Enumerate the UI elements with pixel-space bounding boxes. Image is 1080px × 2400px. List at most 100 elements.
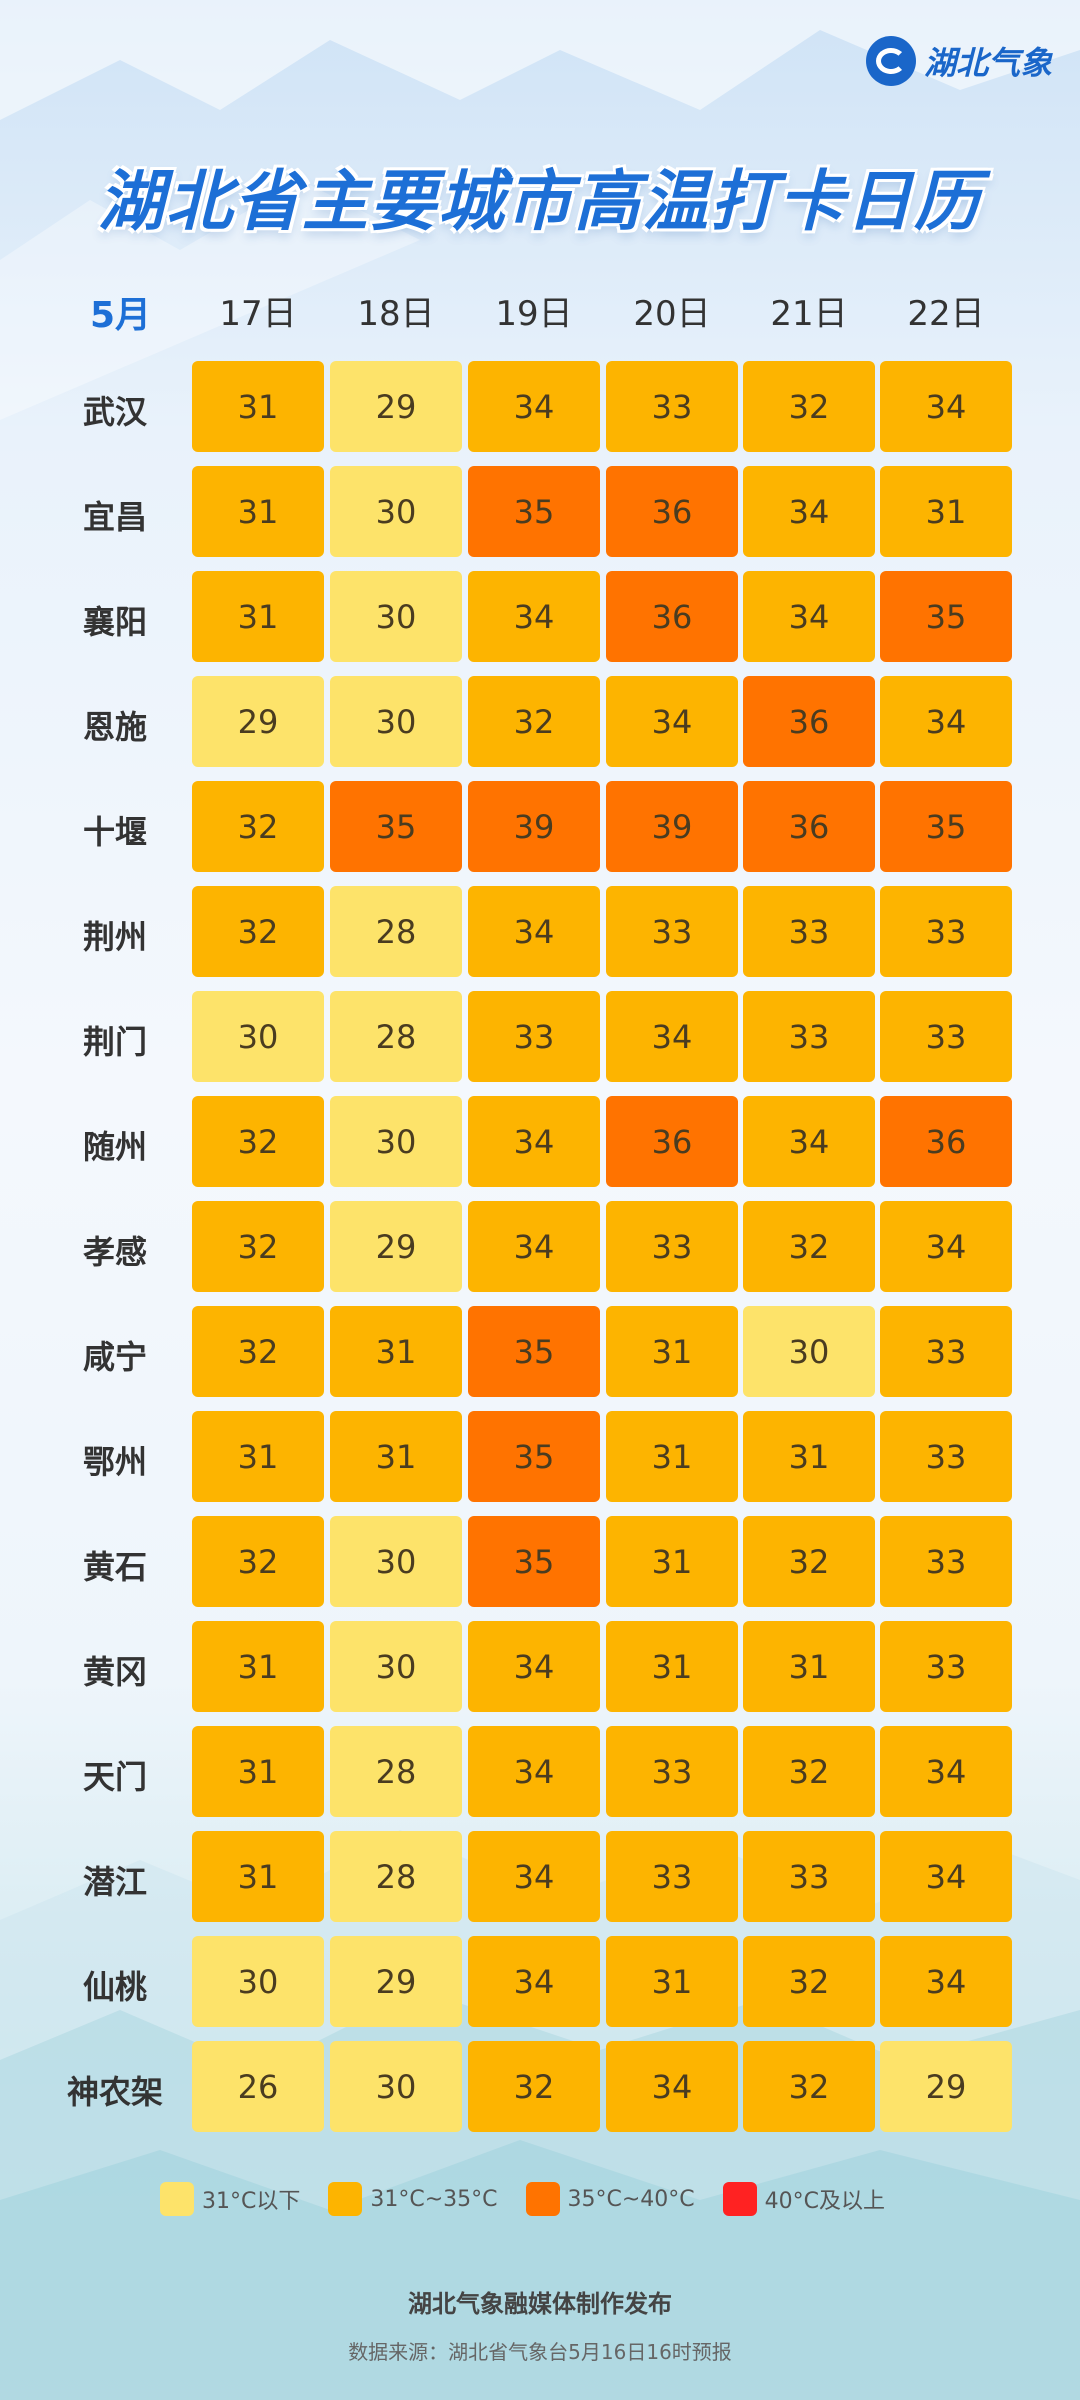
city-label: 荆州 [82,918,147,956]
heatmap-cell: 32 [192,886,324,977]
heatmap-cell: 32 [743,1516,875,1607]
legend-item-40-up: 40°C及以上 [722,2182,886,2216]
legend-label: 40°C及以上 [764,2189,886,2214]
heatmap-cell: 36 [606,571,738,662]
heatmap-cell: 28 [330,886,462,977]
heatmap-cell: 34 [468,886,600,977]
heatmap-cell: 30 [743,1306,875,1397]
city-label: 十堰 [82,813,147,851]
legend-swatch [160,2182,194,2216]
heatmap-cell: 34 [468,1936,600,2027]
heatmap-cell: 35 [468,1411,600,1502]
logo-text: 湖北气象 [923,44,1052,82]
legend-label: 31°C~35°C [370,2186,498,2212]
city-label: 鄂州 [82,1443,147,1481]
heatmap-cell: 30 [192,991,324,1082]
city-label: 宜昌 [82,498,147,536]
heatmap-cell: 30 [330,466,462,557]
heatmap-cell: 32 [192,1096,324,1187]
city-label: 武汉 [82,393,147,431]
heatmap-cell: 35 [880,571,1012,662]
heatmap-cell: 33 [606,1726,738,1817]
city-label: 随州 [82,1128,147,1166]
heatmap-cell: 34 [468,1831,600,1922]
legend: 31°C以下 31°C~35°C 35°C~40°C 40°C及以上 [160,2182,885,2216]
heatmap-cell: 29 [330,1201,462,1292]
heatmap-cell: 34 [468,571,600,662]
heatmap-cell: 30 [330,676,462,767]
legend-item-below-31: 31°C以下 [160,2182,300,2216]
heatmap-cell: 31 [192,571,324,662]
heatmap-cell: 32 [743,1201,875,1292]
heatmap-cell: 31 [606,1621,738,1712]
heatmap-cell: 34 [880,1936,1012,2027]
legend-swatch [722,2182,757,2216]
heatmap-cell: 34 [880,1726,1012,1817]
legend-swatch [328,2182,363,2216]
heatmap-cell: 34 [606,676,738,767]
heatmap-cell: 33 [880,886,1012,977]
data-source: 数据来源：湖北省气象台5月16日16时预报 [348,2340,732,2364]
heatmap-cell: 32 [192,1201,324,1292]
heatmap-cell: 32 [743,1726,875,1817]
heatmap-cell: 34 [468,1201,600,1292]
heatmap-cell: 35 [468,1516,600,1607]
heatmap-cell: 35 [330,781,462,872]
page-title: 湖北省主要城市高温打卡日历 [98,163,982,240]
day-header: 17日 [219,294,297,334]
heatmap-cell: 33 [606,886,738,977]
heatmap-cell: 34 [606,2041,738,2132]
heatmap-cell: 34 [743,571,875,662]
heatmap-cell: 39 [606,781,738,872]
month-label: 5月 [90,295,152,336]
heatmap-cell: 29 [330,361,462,452]
heatmap-cell: 32 [192,1516,324,1607]
legend-item-35-40: 35°C~40°C [525,2182,695,2216]
heatmap-cell: 31 [330,1306,462,1397]
heatmap-cell: 34 [743,466,875,557]
city-label: 荆门 [82,1023,147,1061]
heatmap-cell: 33 [880,1306,1012,1397]
heatmap-cell: 31 [880,466,1012,557]
legend-label: 31°C以下 [202,2189,301,2214]
heatmap-cell: 34 [606,991,738,1082]
heatmap-cell: 31 [606,1306,738,1397]
city-label: 天门 [82,1758,147,1796]
heatmap-cell: 30 [330,1096,462,1187]
city-label: 恩施 [82,708,147,746]
legend-swatch [525,2182,560,2216]
heatmap-cell: 36 [880,1096,1012,1187]
brand-logo: 湖北气象 [865,36,1052,86]
day-header: 20日 [633,294,711,334]
heatmap-cell: 32 [743,1936,875,2027]
heatmap-cell: 34 [880,1201,1012,1292]
heatmap-cell: 34 [743,1096,875,1187]
heatmap-cell: 31 [192,466,324,557]
day-header: 19日 [495,294,573,334]
city-label: 黄石 [82,1548,147,1586]
legend-item-31-35: 31°C~35°C [328,2182,498,2216]
heatmap-cell: 32 [743,361,875,452]
heatmap-cell: 32 [192,1306,324,1397]
heatmap-cell: 28 [330,1726,462,1817]
publisher-credit: 湖北气象融媒体制作发布 [408,2290,672,2318]
day-header: 22日 [907,294,985,334]
heatmap-cell: 31 [192,1726,324,1817]
city-label: 咸宁 [82,1338,147,1376]
heatmap-cell: 36 [606,1096,738,1187]
heatmap-cell: 33 [880,1516,1012,1607]
heatmap-cell: 33 [606,1201,738,1292]
heatmap-cell: 34 [880,361,1012,452]
heatmap-cell: 31 [330,1411,462,1502]
heatmap-cell: 31 [606,1936,738,2027]
heatmap-cell: 33 [880,1411,1012,1502]
city-label: 黄冈 [82,1653,147,1691]
heatmap-cell: 35 [880,781,1012,872]
heatmap-cell: 36 [743,781,875,872]
heatmap-cell: 29 [192,676,324,767]
heatmap-cell: 31 [192,1621,324,1712]
heatmap-cell: 32 [743,2041,875,2132]
heatmap-cell: 33 [606,1831,738,1922]
legend-label: 35°C~40°C [567,2186,695,2212]
heatmap-cell: 31 [192,1831,324,1922]
